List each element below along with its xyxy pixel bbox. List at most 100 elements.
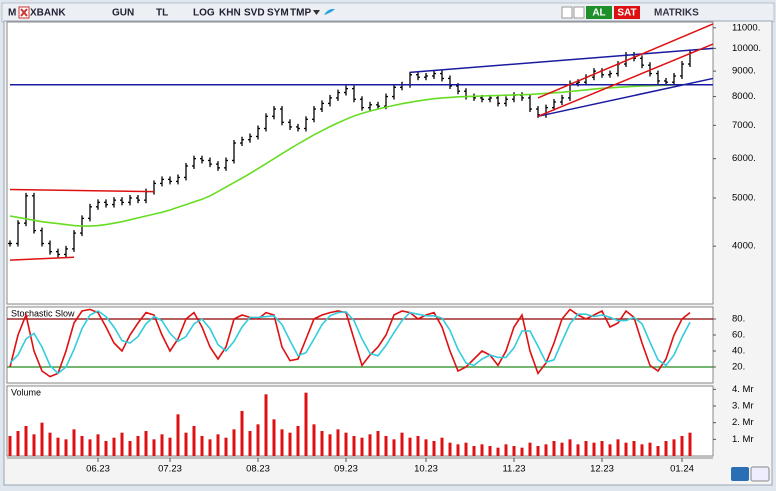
volume-title: Volume xyxy=(11,387,41,397)
price-bar xyxy=(128,195,132,206)
khn-button[interactable]: KHN xyxy=(219,8,241,19)
volume-bar xyxy=(304,392,308,456)
price-bar xyxy=(640,55,644,69)
price-bar xyxy=(64,245,68,258)
y-tick-label: 1. Mr xyxy=(732,434,754,445)
volume-bar xyxy=(88,439,92,456)
y-tick-label: 20. xyxy=(732,362,745,373)
x-tick-label: 10.23 xyxy=(414,464,438,475)
volume-bar xyxy=(656,446,660,456)
log-button[interactable]: LOG xyxy=(193,8,215,19)
volume-bar xyxy=(456,444,460,456)
volume-bar xyxy=(320,431,324,456)
volume-bar xyxy=(432,441,436,456)
edit-icon[interactable] xyxy=(561,6,573,19)
volume-bar xyxy=(608,444,612,456)
volume-bar xyxy=(448,442,452,456)
price-bar xyxy=(40,227,44,247)
price-bar xyxy=(296,123,300,132)
share-icon[interactable] xyxy=(324,8,335,15)
volume-bar xyxy=(344,432,348,456)
volume-bar xyxy=(312,424,316,456)
price-bar xyxy=(264,113,268,132)
sell-button[interactable]: SAT xyxy=(617,8,636,19)
volume-bar xyxy=(192,426,196,456)
price-bar xyxy=(240,136,244,147)
x-tick-label: 08.23 xyxy=(246,464,270,475)
tmp-button[interactable]: TMP xyxy=(290,8,311,19)
price-bar xyxy=(392,84,396,100)
price-bar xyxy=(24,192,28,227)
y-tick-label: 6000. xyxy=(732,153,756,164)
volume-bar xyxy=(280,429,284,456)
y-tick-label: 10000. xyxy=(732,43,761,54)
settings-button[interactable] xyxy=(750,466,770,482)
price-bar xyxy=(608,70,612,78)
y-tick-label: 3. Mr xyxy=(732,401,754,412)
y-tick-label: 2. Mr xyxy=(732,417,754,428)
y-tick-label: 8000. xyxy=(732,91,756,102)
y-tick-label: 9000. xyxy=(732,66,756,77)
price-bar xyxy=(560,94,564,106)
price-bar xyxy=(368,101,372,111)
price-bar xyxy=(312,106,316,123)
price-bar xyxy=(96,199,100,210)
symbol-icon-mark xyxy=(20,8,28,17)
link-button[interactable] xyxy=(731,467,749,481)
volume-bar xyxy=(624,442,628,456)
volume-bar xyxy=(424,439,428,456)
price-bar xyxy=(232,140,236,164)
price-bar xyxy=(448,75,452,90)
trend-line xyxy=(537,43,714,118)
volume-bar xyxy=(40,422,44,456)
price-bar xyxy=(16,220,20,247)
dropdown-arrow[interactable] xyxy=(313,10,320,15)
buy-button[interactable]: AL xyxy=(592,8,605,19)
toolbar-menu[interactable]: M xyxy=(8,8,16,19)
volume-bar xyxy=(680,436,684,456)
price-panel xyxy=(6,21,714,305)
y-tick-label: 40. xyxy=(732,346,745,357)
volume-bar xyxy=(352,436,356,456)
svd-button[interactable]: SVD xyxy=(244,8,265,19)
x-tick-label: 01.24 xyxy=(670,464,694,475)
volume-bar xyxy=(560,442,564,456)
moving-average-line xyxy=(9,83,691,227)
volume-bar xyxy=(80,436,84,456)
volume-bar xyxy=(368,434,372,456)
refresh-icon[interactable] xyxy=(573,6,585,19)
volume-bar xyxy=(48,432,52,456)
y-tick-label: 11000. xyxy=(732,22,760,33)
volume-bar xyxy=(240,411,244,456)
currency-button[interactable]: TL xyxy=(156,8,168,19)
volume-bar xyxy=(416,436,420,456)
volume-bar xyxy=(104,441,108,456)
trend-line xyxy=(537,77,714,118)
buy-button-bg[interactable] xyxy=(586,6,612,19)
price-bar xyxy=(88,203,92,222)
price-bar xyxy=(552,99,556,111)
price-bar xyxy=(376,101,380,110)
period-button[interactable]: GUN xyxy=(112,8,134,19)
volume-bar xyxy=(72,429,76,456)
price-bar xyxy=(8,240,12,247)
symbol-name[interactable]: XBANK xyxy=(30,8,66,19)
volume-bar xyxy=(584,441,588,456)
price-bar xyxy=(336,89,340,101)
volume-bar xyxy=(488,446,492,456)
price-bar xyxy=(272,106,276,120)
sym-button[interactable]: SYM xyxy=(267,8,289,19)
trend-line xyxy=(9,256,75,261)
volume-bar xyxy=(24,426,28,456)
trend-line xyxy=(409,47,714,74)
volume-bar xyxy=(16,431,20,456)
volume-bar xyxy=(96,434,100,456)
volume-bar xyxy=(504,444,508,456)
x-tick-label: 11.23 xyxy=(502,464,525,475)
sell-button-bg[interactable] xyxy=(614,6,640,19)
volume-bar xyxy=(544,444,548,456)
price-bar xyxy=(440,70,444,82)
volume-bar xyxy=(664,441,668,456)
volume-bar xyxy=(184,432,188,456)
oscillator-line xyxy=(9,310,691,375)
